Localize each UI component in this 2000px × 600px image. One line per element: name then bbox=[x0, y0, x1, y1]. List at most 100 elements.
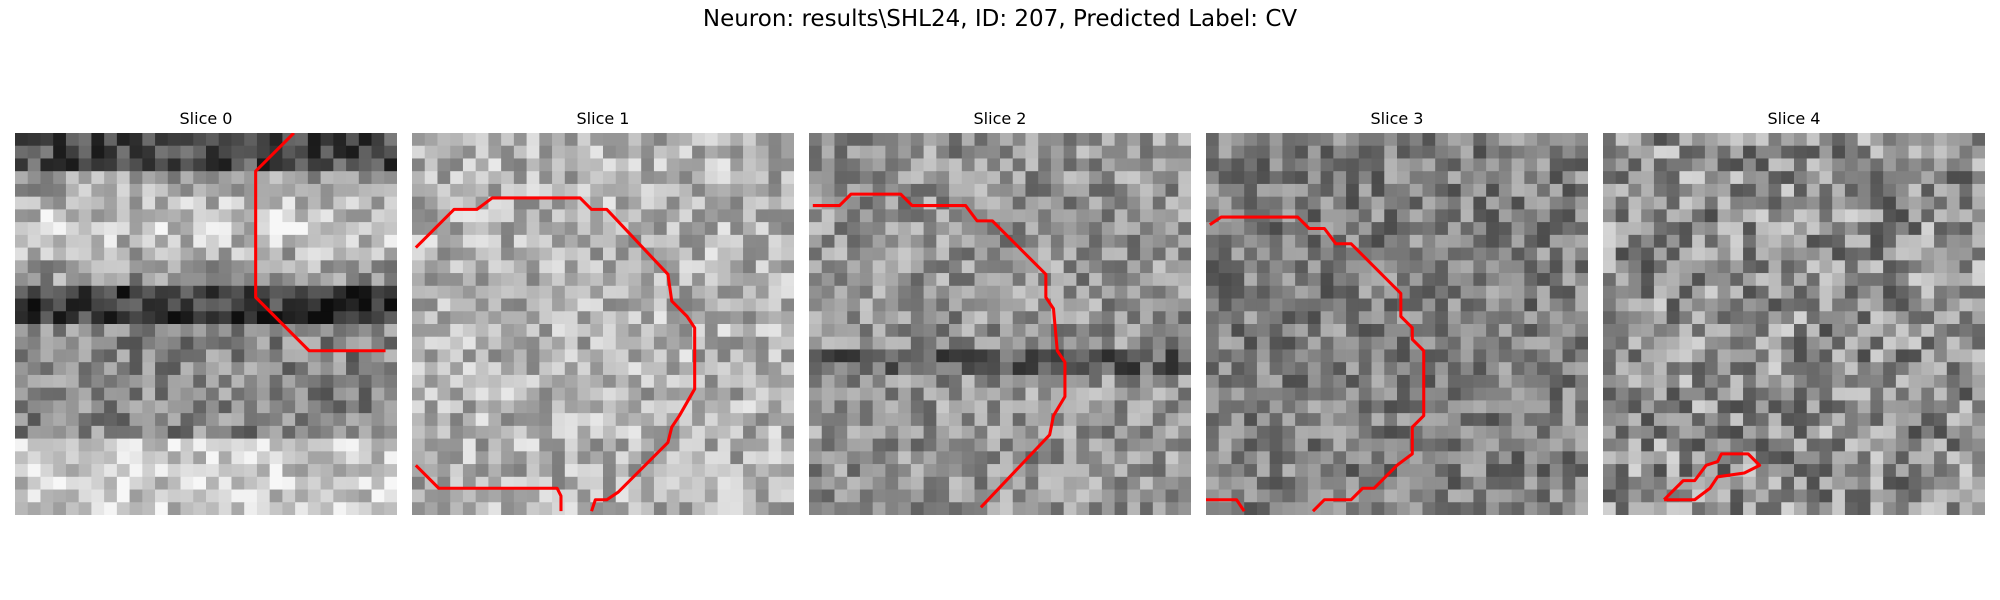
pixel bbox=[847, 400, 861, 414]
pixel bbox=[462, 196, 477, 210]
pixel bbox=[872, 171, 886, 185]
pixel bbox=[371, 413, 385, 427]
pixel bbox=[1717, 171, 1731, 185]
pixel bbox=[1562, 425, 1576, 439]
pixel bbox=[320, 260, 334, 274]
pixel bbox=[1127, 489, 1141, 503]
pixel bbox=[641, 438, 655, 452]
pixel bbox=[1256, 464, 1271, 478]
pixel bbox=[936, 387, 950, 401]
pixel bbox=[743, 247, 757, 261]
pixel bbox=[1127, 234, 1141, 248]
pixel bbox=[834, 324, 848, 338]
pixel bbox=[180, 260, 194, 274]
pixel bbox=[628, 158, 642, 172]
pixel bbox=[206, 438, 220, 452]
pixel bbox=[1333, 260, 1347, 274]
pixel bbox=[539, 285, 553, 299]
pixel bbox=[1473, 374, 1487, 389]
pixel bbox=[564, 349, 578, 363]
pixel bbox=[717, 145, 731, 159]
pixel bbox=[730, 324, 744, 338]
pixel bbox=[1946, 158, 1960, 172]
pixel bbox=[155, 222, 169, 236]
pixel bbox=[615, 209, 629, 223]
pixel bbox=[692, 183, 706, 198]
pixel bbox=[475, 273, 489, 287]
pixel bbox=[320, 336, 334, 350]
pixel bbox=[974, 273, 988, 287]
pixel bbox=[1692, 451, 1706, 465]
pixel bbox=[679, 362, 693, 376]
pixel bbox=[590, 387, 604, 401]
pixel bbox=[1844, 425, 1859, 439]
pixel bbox=[1012, 285, 1026, 299]
pixel bbox=[781, 183, 794, 198]
pixel bbox=[1511, 133, 1525, 147]
pixel bbox=[1628, 285, 1642, 299]
pixel bbox=[295, 247, 309, 261]
pixel bbox=[218, 324, 232, 338]
pixel bbox=[859, 374, 874, 389]
pixel bbox=[384, 476, 397, 490]
pixel bbox=[307, 464, 321, 478]
pixel bbox=[1628, 260, 1642, 274]
pixel bbox=[1755, 234, 1769, 248]
pixel bbox=[129, 464, 143, 478]
pixel bbox=[1486, 425, 1500, 439]
pixel bbox=[1447, 247, 1462, 261]
pixel bbox=[743, 171, 757, 185]
pixel bbox=[1256, 387, 1271, 401]
pixel bbox=[552, 158, 566, 172]
pixel bbox=[104, 476, 118, 490]
pixel bbox=[256, 438, 271, 452]
pixel bbox=[295, 464, 309, 478]
pixel bbox=[1025, 133, 1039, 147]
pixel bbox=[1768, 387, 1782, 401]
pixel bbox=[885, 158, 899, 172]
pixel bbox=[1269, 158, 1283, 172]
pixel bbox=[1704, 158, 1718, 172]
pixel bbox=[1921, 171, 1935, 185]
pixel bbox=[641, 209, 655, 223]
pixel bbox=[1603, 298, 1617, 312]
pixel bbox=[1307, 311, 1321, 325]
pixel bbox=[1152, 438, 1166, 452]
pixel bbox=[847, 196, 861, 210]
pixel bbox=[1524, 273, 1538, 287]
pixel bbox=[1641, 234, 1655, 248]
pixel bbox=[358, 247, 372, 261]
pixel bbox=[1511, 209, 1525, 223]
pixel bbox=[1692, 324, 1706, 338]
pixel bbox=[936, 183, 950, 198]
pixel bbox=[1755, 451, 1769, 465]
pixel bbox=[1025, 324, 1039, 338]
pixel bbox=[1883, 298, 1897, 312]
pixel bbox=[1371, 273, 1385, 287]
pixel bbox=[501, 438, 515, 452]
pixel bbox=[358, 476, 372, 490]
pixel bbox=[859, 502, 874, 515]
pixel bbox=[615, 362, 629, 376]
pixel bbox=[142, 362, 156, 376]
pixel bbox=[65, 158, 80, 172]
pixel bbox=[384, 451, 397, 465]
pixel bbox=[1320, 247, 1334, 261]
pixel bbox=[1781, 413, 1795, 427]
pixel bbox=[1908, 425, 1922, 439]
pixel bbox=[1883, 183, 1897, 198]
pixel bbox=[358, 413, 372, 427]
pixel bbox=[1819, 349, 1833, 363]
pixel bbox=[1218, 145, 1232, 159]
pixel bbox=[1679, 387, 1693, 401]
pixel bbox=[1819, 209, 1833, 223]
pixel bbox=[910, 362, 924, 376]
pixel bbox=[91, 209, 105, 223]
pixel bbox=[628, 451, 642, 465]
pixel bbox=[1295, 285, 1309, 299]
pixel bbox=[1857, 273, 1871, 287]
pixel bbox=[206, 158, 220, 172]
pixel bbox=[781, 171, 794, 185]
pixel bbox=[1603, 158, 1617, 172]
pixel bbox=[872, 362, 886, 376]
